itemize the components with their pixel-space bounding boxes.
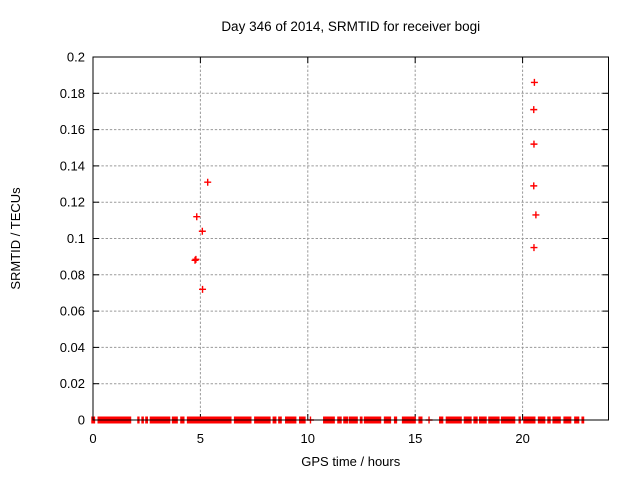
x-tick-label: 15 xyxy=(408,431,422,446)
y-tick-label: 0.14 xyxy=(60,158,85,173)
y-tick-label: 0.1 xyxy=(67,231,85,246)
x-axis-label: GPS time / hours xyxy=(301,454,400,469)
y-tick-label: 0.12 xyxy=(60,195,85,210)
data-point xyxy=(192,255,200,263)
x-tick-label: 20 xyxy=(515,431,529,446)
y-tick-label: 0 xyxy=(78,413,85,428)
y-tick-label: 0.04 xyxy=(60,340,85,355)
data-point xyxy=(530,244,538,252)
data-point xyxy=(193,213,201,221)
y-tick-label: 0.02 xyxy=(60,376,85,391)
x-tick-label: 10 xyxy=(301,431,315,446)
marker-layer xyxy=(91,78,585,424)
data-point xyxy=(530,182,538,190)
data-point xyxy=(198,227,206,235)
y-tick-label: 0.06 xyxy=(60,304,85,319)
label-layer: Day 346 of 2014, SRMTID for receiver bog… xyxy=(8,19,530,469)
data-point xyxy=(204,178,212,186)
y-axis-label: SRMTID / TECUs xyxy=(8,187,23,290)
data-point xyxy=(199,285,207,293)
y-tick-label: 0.18 xyxy=(60,86,85,101)
data-point xyxy=(532,211,540,219)
y-tick-label: 0.16 xyxy=(60,122,85,137)
data-point xyxy=(530,78,538,86)
chart-title: Day 346 of 2014, SRMTID for receiver bog… xyxy=(221,19,480,34)
y-tick-label: 0.08 xyxy=(60,267,85,282)
plot-border xyxy=(92,56,609,421)
data-point xyxy=(530,140,538,148)
y-tick-label: 0.2 xyxy=(67,50,85,65)
x-tick-label: 0 xyxy=(89,431,96,446)
grid-layer xyxy=(93,57,609,420)
data-point xyxy=(191,256,199,264)
x-tick-label: 5 xyxy=(197,431,204,446)
data-point xyxy=(530,106,538,114)
